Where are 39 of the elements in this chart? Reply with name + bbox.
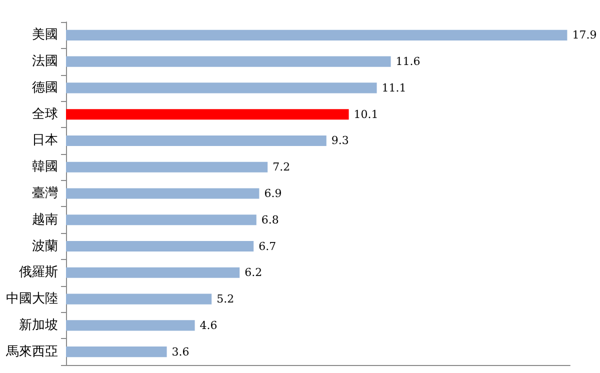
bar — [66, 240, 254, 252]
data-label: 7.2 — [272, 160, 290, 174]
bar — [66, 294, 212, 304]
y-tick-label: 越南 — [32, 212, 58, 228]
data-label: 11.6 — [396, 55, 420, 68]
bar — [66, 320, 195, 331]
data-label: 17.9 — [572, 28, 597, 42]
y-tick-label: 法國 — [32, 54, 58, 70]
data-label: 10.1 — [354, 108, 378, 121]
y-tick-label: 韓國 — [32, 160, 58, 175]
bar — [66, 162, 268, 172]
bar — [66, 214, 256, 226]
y-tick-label: 全球 — [32, 106, 58, 122]
y-tick-label: 德國 — [32, 80, 58, 96]
y-tick-label: 美國 — [32, 26, 58, 43]
y-tick-label: 中國大陸 — [6, 292, 58, 307]
y-tick-label: 臺灣 — [32, 186, 58, 201]
data-label: 6.8 — [261, 213, 279, 226]
y-tick-label: 俄羅斯 — [19, 265, 58, 280]
bar — [66, 109, 349, 120]
data-label: 9.3 — [331, 134, 349, 148]
data-label: 11.1 — [382, 81, 406, 94]
bar — [66, 188, 260, 199]
data-label: 4.6 — [200, 318, 218, 332]
y-tick-label: 日本 — [32, 133, 58, 148]
data-label: 6.9 — [264, 187, 282, 200]
data-label: 6.2 — [244, 266, 262, 280]
bar — [66, 82, 377, 94]
bar — [66, 56, 391, 67]
data-label: 3.6 — [172, 345, 190, 358]
bar — [66, 30, 568, 40]
data-label: 6.7 — [258, 240, 276, 253]
y-tick-label: 波蘭 — [32, 238, 58, 254]
bar — [66, 267, 240, 278]
y-tick-label: 新加坡 — [19, 318, 58, 333]
y-tick-label: 馬來西亞 — [5, 344, 58, 360]
bar — [66, 346, 167, 358]
bar — [66, 135, 326, 146]
data-label: 5.2 — [216, 292, 234, 306]
